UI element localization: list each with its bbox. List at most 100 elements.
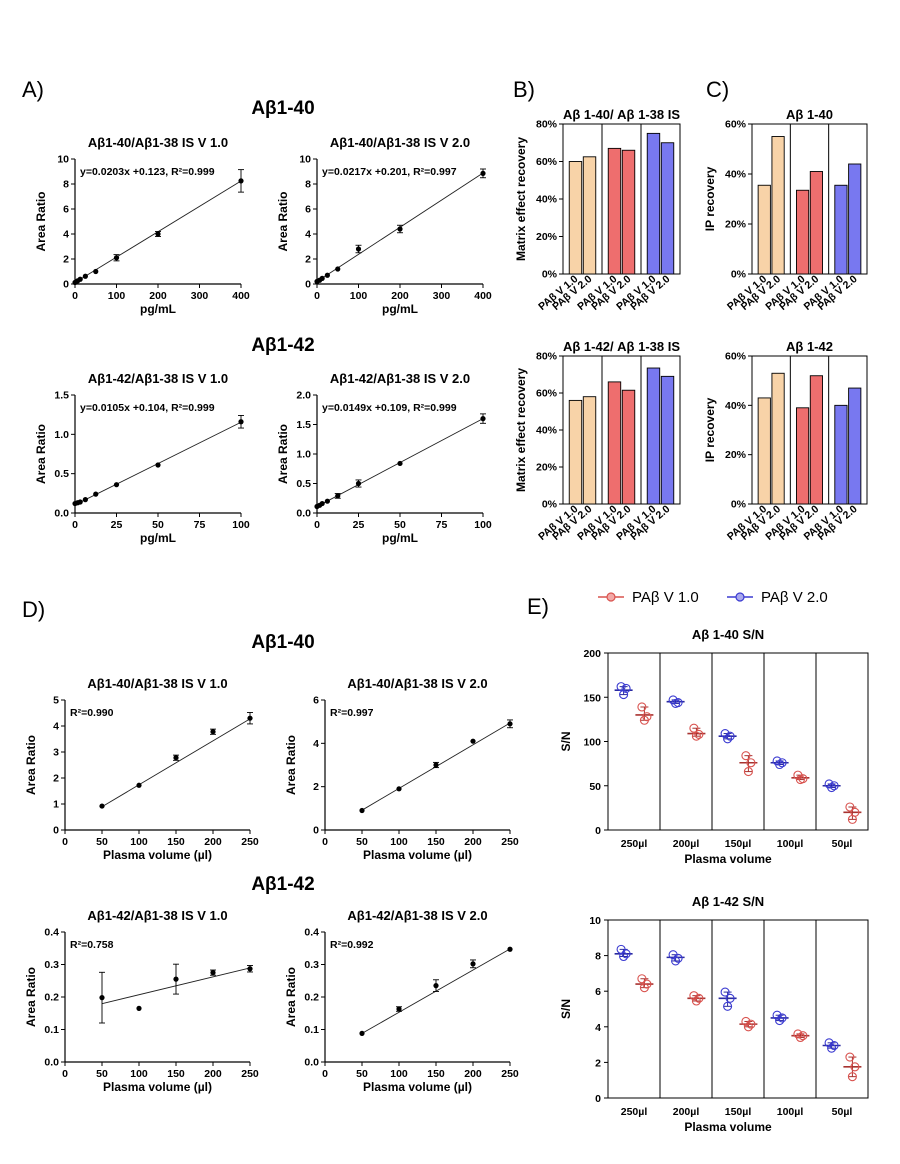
y-tick-label: 100 [583,737,601,749]
x-tick-label: 50 [96,1068,108,1080]
x-tick-label: 150 [167,836,185,848]
replicate-point [673,953,683,963]
y-tick-label: 0 [305,279,311,291]
x-tick-label: 50 [152,519,164,531]
x-tick-label: 400 [232,290,250,302]
chart-title: Aβ1-40/Aβ1-38 IS V 2.0 [347,676,487,691]
bar [796,189,810,275]
replicate-point [845,1052,855,1062]
chart-title: Aβ 1-42 [786,339,833,354]
data-point [355,246,362,252]
bar [607,381,622,505]
equation-annotation: y=0.0203x +0.123, R²=0.999 [80,166,215,178]
bar [621,389,636,505]
x-tick-label: 400 [474,290,492,302]
data-point [507,721,513,727]
data-point [397,460,403,467]
y-tick-label: 20% [725,219,747,231]
x-tick-label: 0 [72,519,78,531]
data-point [480,170,486,176]
y-tick-label: 2 [305,254,311,266]
data-point [136,1005,142,1011]
y-axis-label: Area Ratio [24,967,38,1027]
x-axis-label: Plasma volume (µl) [363,848,472,862]
y-tick-label: 0.1 [304,1024,319,1036]
replicate-point [621,949,631,959]
x-tick-label: 100 [130,836,148,848]
y-tick-label: 0.2 [44,992,59,1004]
legend-marker-v2 [735,592,745,602]
y-tick-label: 60% [536,388,558,400]
y-tick-label: 6 [313,695,319,707]
y-tick-label: 0% [542,499,558,511]
data-point [82,273,88,279]
y-tick-label: 0.5 [54,468,69,480]
x-tick-label: 150 [167,1068,185,1080]
x-axis-label: Plasma volume [684,1120,772,1134]
bar [582,396,597,505]
data-point [238,178,244,184]
replicate-point [637,702,647,712]
replicate-point [639,715,649,725]
y-tick-label: 0% [542,269,558,281]
data-point [173,976,179,982]
x-tick-label: 0 [322,1068,328,1080]
y-tick-label: 10 [299,154,311,166]
y-tick-label: 40% [725,400,747,412]
chart-title: Aβ1-40/Aβ1-38 IS V 1.0 [88,135,228,150]
equation-annotation: R²=0.990 [70,707,114,719]
y-tick-label: 1.0 [54,429,69,441]
y-tick-label: 2.0 [296,390,311,402]
equation-annotation: y=0.0105x +0.104, R²=0.999 [80,402,215,414]
chart-e1: Aβ 1-40 S/N 0 50 100 150 200 250µl 200µl 150µl 10… [559,627,869,866]
y-tick-label: 1.0 [296,449,311,461]
y-axis-label: Area Ratio [34,424,48,484]
replicate-point [746,758,756,768]
y-tick-label: 0 [595,825,601,837]
x-tick-label: 100 [232,519,250,531]
chart-d3: Aβ1-42/Aβ1-38 IS V 1.0 0.0 0.1 0.2 0.3 0.4 0 50… [24,908,259,1094]
chart-d2: Aβ1-40/Aβ1-38 IS V 2.0 0 2 4 6 0 50 100 150 200 25… [284,676,519,862]
plot-frame [607,919,869,1099]
data-point [335,493,341,499]
chart-title: Aβ 1-40/ Aβ 1-38 IS [563,107,680,122]
panel-letter-e: E) [527,594,549,619]
data-point [99,803,105,809]
replicate-point [741,1016,751,1027]
x-tick-label: 50 [356,836,368,848]
y-tick-label: 40% [536,425,558,437]
chart-title: Aβ 1-40 S/N [692,627,764,642]
x-tick-label: 200 [204,1068,222,1080]
replicate-point [850,1062,860,1072]
chart-title: Aβ1-42/Aβ1-38 IS V 1.0 [88,371,228,386]
replicate-point [694,729,704,739]
category-label: 50µl [832,1106,853,1118]
category-label: 50µl [832,838,853,850]
x-axis-label: pg/mL [140,302,176,316]
category-label: 100µl [777,1106,804,1118]
x-tick-label: 25 [353,519,365,531]
y-tick-label: 10 [57,154,69,166]
chart-title: Aβ1-40/Aβ1-38 IS V 1.0 [87,676,227,691]
y-tick-label: 1 [53,799,59,811]
chart-title: Aβ1-40/Aβ1-38 IS V 2.0 [330,135,470,150]
y-tick-label: 0 [595,1093,601,1105]
y-tick-label: 6 [305,204,311,216]
y-tick-label: 80% [536,351,558,363]
y-axis-label: Matrix effect recovery [514,137,528,261]
x-tick-label: 250 [241,1068,259,1080]
x-tick-label: 100 [390,836,408,848]
category-label: 250µl [621,838,648,850]
bar [834,184,848,275]
y-tick-label: 150 [583,692,601,704]
data-point [324,272,330,278]
replicate-point [621,683,631,693]
y-tick-label: 0% [731,269,747,281]
x-tick-label: 0 [62,836,68,848]
y-tick-label: 20% [536,231,558,243]
x-tick-label: 250 [501,836,519,848]
y-tick-label: 0.0 [304,1057,319,1069]
replicate-point [671,698,681,708]
equation-annotation: R²=0.992 [330,939,374,951]
